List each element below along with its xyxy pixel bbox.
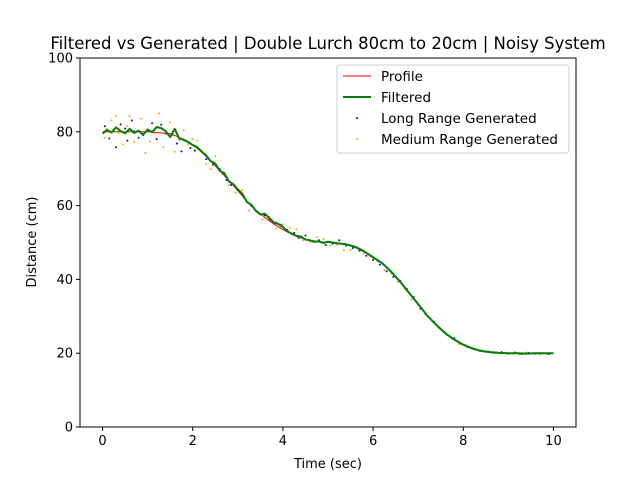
long-range-generated-point [338, 239, 341, 242]
y-tick-label: 40 [56, 273, 73, 288]
legend-filtered-label: Filtered [381, 90, 431, 106]
medium-range-generated-point [275, 227, 278, 230]
long-range-generated-point [155, 138, 158, 141]
legend-long-range-label: Long Range Generated [381, 111, 537, 127]
medium-range-generated-point [110, 119, 113, 122]
medium-range-generated-point [128, 115, 131, 118]
medium-range-generated-point [148, 140, 151, 143]
long-range-generated-point [160, 123, 163, 126]
long-range-generated-point [378, 263, 381, 266]
medium-range-generated-point [281, 223, 284, 226]
y-axis-label: Distance (cm) [25, 197, 40, 288]
medium-range-generated-point [248, 209, 251, 212]
long-range-generated-point [189, 147, 192, 150]
long-range-generated-point [392, 275, 395, 278]
x-tick-label: 6 [369, 434, 377, 449]
long-range-generated-point [365, 254, 368, 257]
long-range-generated-point [372, 258, 375, 261]
y-tick-label: 20 [56, 347, 73, 362]
y-tick-label: 100 [48, 52, 73, 67]
x-tick-label: 8 [459, 434, 467, 449]
legend: Profile Filtered Long Range Generated Me… [336, 64, 570, 154]
medium-range-generated-point [205, 162, 208, 165]
medium-range-generated-point [169, 121, 172, 124]
x-tick-label: 4 [279, 434, 287, 449]
long-range-generated-point [180, 150, 183, 153]
long-range-generated-point [108, 137, 111, 140]
y-tick-label: 0 [65, 421, 73, 436]
long-range-generated-point [175, 142, 178, 145]
legend-box [336, 64, 570, 154]
medium-range-generated-point [196, 139, 199, 142]
medium-range-generated-point [322, 238, 325, 241]
medium-range-generated-point [121, 143, 124, 146]
x-axis-label: Time (sec) [293, 457, 362, 472]
long-range-generated-point [193, 149, 196, 152]
long-range-generated-point [137, 136, 140, 139]
medium-range-generated-point [133, 140, 136, 143]
long-range-generated-point [351, 247, 354, 250]
medium-range-generated-point [182, 129, 185, 132]
filtered-line [101, 126, 554, 355]
medium-range-generated-point [162, 146, 165, 149]
x-tick-label: 2 [189, 434, 197, 449]
medium-range-generated-point [139, 117, 142, 120]
long-range-generated-point [385, 270, 388, 273]
medium-range-generated-point [209, 168, 212, 171]
medium-range-generated-point [342, 249, 345, 252]
medium-range-generated-point [288, 226, 291, 229]
long-range-generated-point [126, 139, 129, 142]
long-range-generated-point [119, 123, 122, 126]
medium-range-generated-point [302, 239, 305, 242]
medium-range-generated-point [187, 143, 190, 146]
medium-range-generated-point [103, 136, 106, 139]
x-tick-label: 0 [98, 434, 106, 449]
medium-range-generated-point [363, 252, 366, 255]
medium-range-generated-point [241, 189, 244, 192]
medium-range-generated-point [410, 298, 413, 301]
medium-range-generated-point [315, 236, 318, 239]
plot-frame [79, 57, 577, 428]
medium-range-generated-point [214, 155, 217, 158]
y-axis: 0 20 40 60 80 100 [48, 52, 80, 436]
long-range-generated-point [115, 146, 118, 149]
medium-range-generated-point [157, 112, 160, 115]
x-axis: 0 2 4 6 8 10 [98, 427, 562, 449]
long-range-generated-point [103, 125, 106, 128]
legend-medium-range-swatch [356, 138, 358, 140]
y-tick-label: 60 [56, 199, 73, 214]
medium-range-generated-point [126, 124, 129, 127]
medium-range-generated-point [227, 183, 230, 186]
long-range-generated-point [230, 183, 233, 186]
legend-medium-range-label: Medium Range Generated [381, 132, 558, 148]
medium-range-generated-point [349, 248, 352, 251]
long-range-generated-point [205, 158, 208, 161]
long-range-generated-point [130, 119, 133, 122]
y-tick-label: 80 [56, 125, 73, 140]
series-layer [101, 112, 554, 356]
long-range-generated-point [124, 127, 127, 130]
medium-range-generated-point [234, 192, 237, 195]
legend-profile-label: Profile [381, 69, 423, 85]
chart-title: Filtered vs Generated | Double Lurch 80c… [50, 34, 605, 53]
medium-range-generated-point [261, 218, 264, 221]
medium-range-generated-point [383, 269, 386, 272]
medium-range-generated-point [115, 114, 118, 117]
long-range-generated-point [151, 122, 154, 125]
legend-long-range-swatch [356, 117, 358, 119]
medium-range-generated-point [191, 137, 194, 140]
medium-range-generated-point [329, 244, 332, 247]
medium-range-generated-point [144, 151, 147, 154]
x-tick-label: 10 [545, 434, 562, 449]
long-range-generated-point [304, 234, 307, 237]
medium-range-generated-point [173, 150, 176, 153]
medium-range-generated-point [295, 228, 298, 231]
long-range-generated-point [324, 244, 327, 247]
